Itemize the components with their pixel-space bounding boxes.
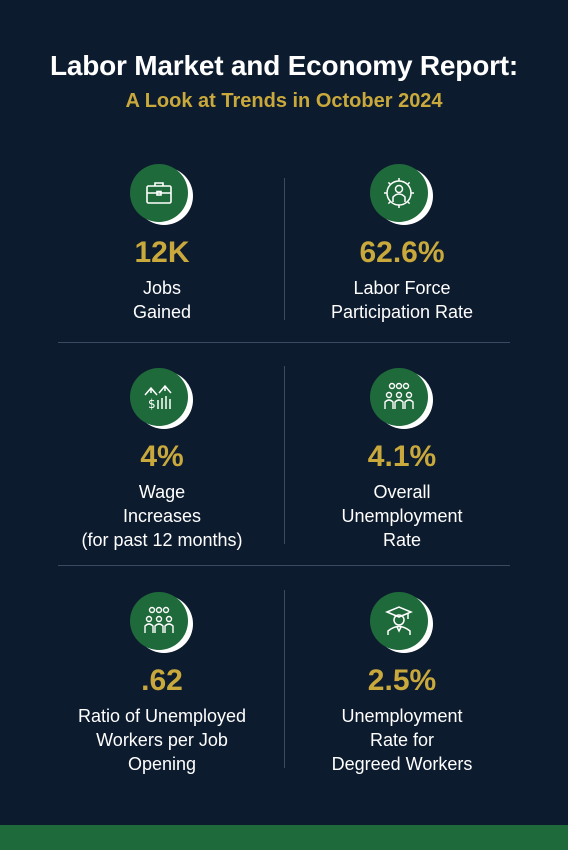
briefcase-icon <box>130 164 194 228</box>
stat-value: 62.6% <box>359 236 445 269</box>
stat-value: 4.1% <box>367 440 437 473</box>
stat-label: Ratio of Unemployed Workers per Job Open… <box>77 706 247 774</box>
stat-value: 4% <box>140 440 184 473</box>
vertical-divider <box>284 590 285 768</box>
stat-label: Overall Unemployment Rate <box>341 482 463 550</box>
stat-wage-increases: $ 4% Wage Increases (for past 12 months) <box>42 368 282 552</box>
stat-value: 12K <box>134 236 190 269</box>
stat-jobs-gained: 12K Jobs Gained <box>42 164 282 324</box>
group-people-icon <box>130 592 194 656</box>
group-people-icon <box>370 368 434 432</box>
horizontal-divider <box>58 565 510 566</box>
report-subtitle: A Look at Trends in October 2024 <box>125 90 443 112</box>
stat-label: Unemployment Rate for Degreed Workers <box>331 706 473 774</box>
stat-overall-unemployment: 4.1% Overall Unemployment Rate <box>282 368 522 552</box>
footer-bar <box>0 825 568 850</box>
horizontal-divider <box>58 342 510 343</box>
vertical-divider <box>284 366 285 544</box>
gear-person-icon <box>370 164 434 228</box>
vertical-divider <box>284 178 285 320</box>
report-title: Labor Market and Economy Report: <box>49 50 519 81</box>
stat-label: Labor Force Participation Rate <box>330 278 474 322</box>
graduate-icon <box>370 592 434 656</box>
dollar-arrows-icon: $ <box>130 368 194 432</box>
stat-value: 2.5% <box>367 664 437 697</box>
stat-label: Wage Increases (for past 12 months) <box>81 482 243 550</box>
stat-value: .62 <box>141 664 183 697</box>
stat-label: Jobs Gained <box>132 278 192 322</box>
stat-ratio-unemployed-per-opening: .62 Ratio of Unemployed Workers per Job … <box>42 592 282 776</box>
stat-labor-force-participation: 62.6% Labor Force Participation Rate <box>282 164 522 324</box>
stat-degreed-unemployment: 2.5% Unemployment Rate for Degreed Worke… <box>282 592 522 776</box>
svg-text:$: $ <box>148 397 156 411</box>
